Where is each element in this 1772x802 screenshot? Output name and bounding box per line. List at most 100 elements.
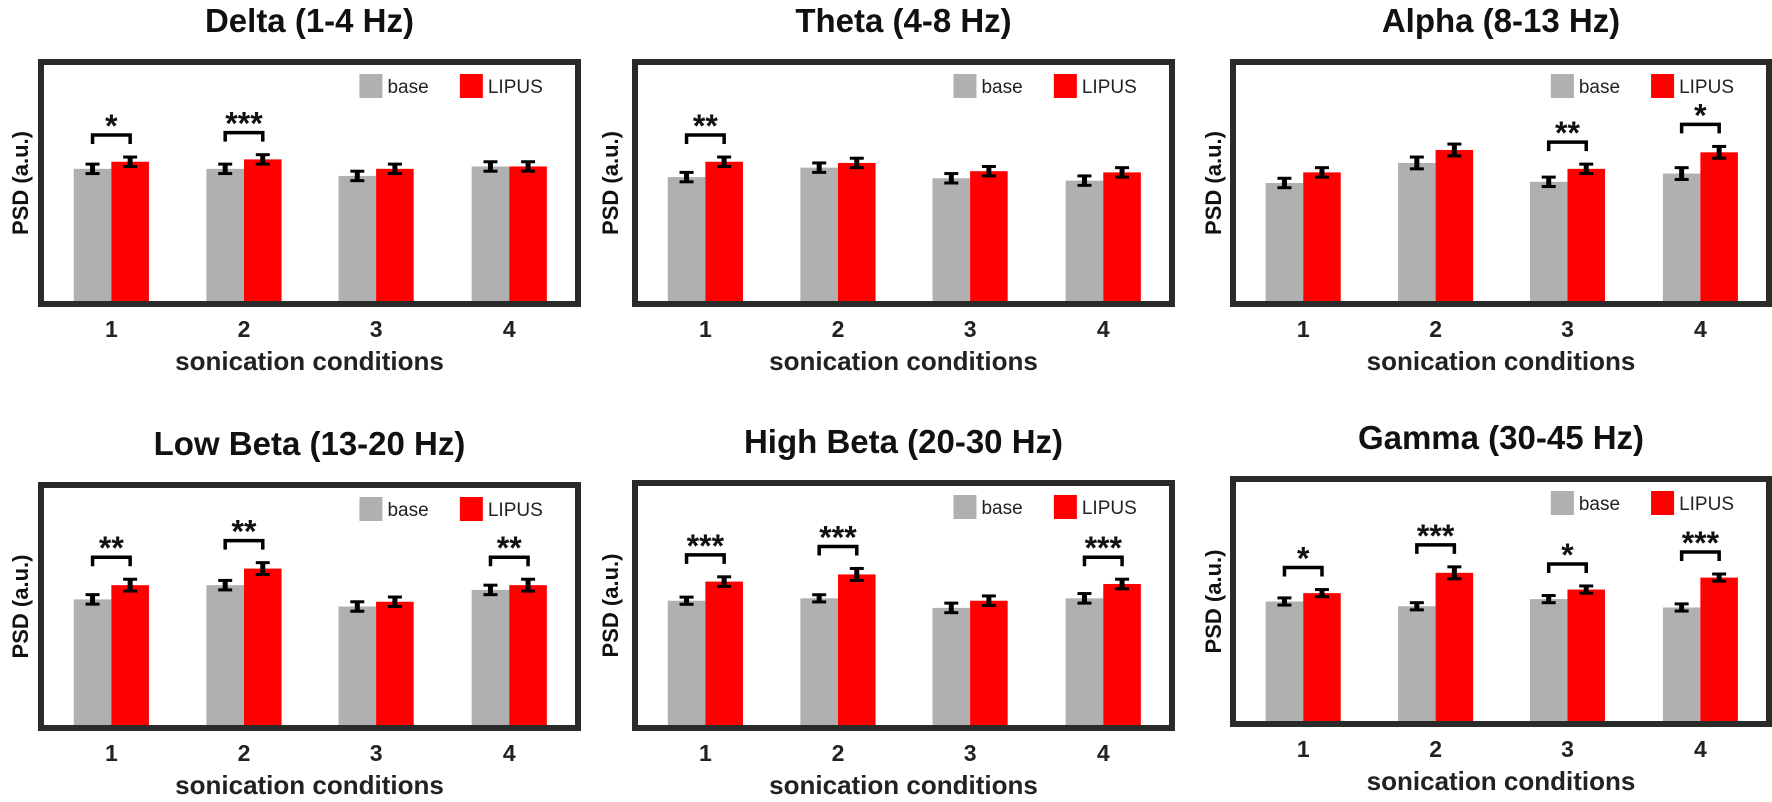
legend-label-base: base xyxy=(1579,77,1620,98)
x-axis-label: sonication conditions xyxy=(1367,346,1636,376)
significance-stars: ** xyxy=(1555,115,1580,151)
bar-base-4 xyxy=(1065,180,1104,301)
significance-stars: *** xyxy=(819,519,857,555)
panel-5: High Beta (20-30 Hz) *** 1 *** 2 3 *** 4 base LIP… xyxy=(598,423,1175,800)
bar-base-4 xyxy=(1662,173,1701,301)
legend-swatch-base xyxy=(359,497,383,521)
x-tick-label: 2 xyxy=(1429,736,1442,762)
legend-label-lipus: LIPUS xyxy=(488,500,543,521)
bar-base-2 xyxy=(800,598,838,725)
y-axis-label: PSD (a.u.) xyxy=(598,131,623,235)
bar-base-4 xyxy=(471,589,510,725)
bar-base-1 xyxy=(667,600,706,725)
x-tick-label: 3 xyxy=(370,316,383,342)
legend-label-base: base xyxy=(981,498,1022,519)
significance-stars: * xyxy=(1561,537,1574,573)
legend-label-lipus: LIPUS xyxy=(488,77,543,98)
bar-base-4 xyxy=(1662,607,1701,721)
x-tick-label: 2 xyxy=(832,740,845,766)
bar-base-1 xyxy=(1265,183,1304,301)
significance-stars: *** xyxy=(225,106,263,142)
bar-lipus-2 xyxy=(837,162,876,301)
significance-bracket xyxy=(1082,555,1124,567)
bar-base-3 xyxy=(1529,181,1568,301)
chart-title: Theta (4-8 Hz) xyxy=(795,2,1011,39)
legend-label-base: base xyxy=(1579,494,1620,515)
bar-base-3 xyxy=(338,175,377,301)
x-tick-label: 1 xyxy=(1297,316,1310,342)
bar-base-2 xyxy=(1398,162,1436,301)
significance-stars: ** xyxy=(99,530,124,566)
chart-title: Gamma (30-45 Hz) xyxy=(1358,419,1644,456)
significance-bracket xyxy=(1546,562,1588,573)
significance-bracket xyxy=(684,133,726,145)
bar-base-1 xyxy=(73,168,112,301)
legend-label-lipus: LIPUS xyxy=(1082,77,1137,98)
legend-swatch-lipus xyxy=(1053,74,1077,98)
bar-lipus-3 xyxy=(376,601,414,725)
significance-bracket xyxy=(223,130,265,142)
legend-swatch-base xyxy=(359,74,383,98)
x-tick-label: 3 xyxy=(1561,736,1574,762)
bar-lipus-4 xyxy=(509,166,547,301)
y-axis-label: PSD (a.u.) xyxy=(8,131,33,235)
bar-lipus-4 xyxy=(1103,172,1141,301)
chart-title: Alpha (8-13 Hz) xyxy=(1382,2,1620,39)
y-axis-label: PSD (a.u.) xyxy=(598,554,623,658)
x-axis-label: sonication conditions xyxy=(1367,766,1636,796)
significance-bracket xyxy=(488,555,530,567)
bar-lipus-4 xyxy=(509,585,547,725)
bar-base-2 xyxy=(206,168,244,301)
panel-1: Delta (1-4 Hz) * 1 *** 2 3 4 base LIPUS sonicatio… xyxy=(8,2,581,376)
x-axis-label: sonication conditions xyxy=(769,770,1038,800)
x-tick-label: 3 xyxy=(964,316,977,342)
legend-swatch-lipus xyxy=(1651,491,1675,515)
x-tick-label: 2 xyxy=(238,740,251,766)
bar-lipus-2 xyxy=(1435,149,1474,301)
x-tick-label: 3 xyxy=(1561,316,1574,342)
significance-stars: * xyxy=(105,108,118,144)
significance-bracket xyxy=(1415,543,1457,554)
x-axis-label: sonication conditions xyxy=(769,346,1038,376)
significance-bracket xyxy=(1679,122,1721,134)
significance-stars: * xyxy=(1297,541,1310,577)
bar-lipus-1 xyxy=(1303,172,1341,301)
panel-6: Gamma (30-45 Hz) * 1 *** 2 * 3 *** 4 base LIPUS son… xyxy=(1201,419,1772,796)
bar-base-4 xyxy=(1065,598,1104,725)
x-tick-label: 3 xyxy=(370,740,383,766)
y-axis-label: PSD (a.u.) xyxy=(1201,131,1226,235)
legend-swatch-lipus xyxy=(459,497,483,521)
x-tick-label: 1 xyxy=(699,740,712,766)
bar-lipus-3 xyxy=(970,600,1008,725)
bar-lipus-1 xyxy=(705,581,743,725)
bar-base-2 xyxy=(800,167,838,301)
significance-stars: ** xyxy=(232,514,257,550)
bar-lipus-4 xyxy=(1700,577,1738,721)
bar-base-3 xyxy=(932,607,971,725)
x-tick-label: 4 xyxy=(1097,316,1110,342)
significance-bracket xyxy=(684,553,726,564)
x-tick-label: 4 xyxy=(503,740,516,766)
bar-lipus-4 xyxy=(1700,152,1738,301)
bar-base-4 xyxy=(471,166,510,301)
bar-base-1 xyxy=(667,177,706,301)
bar-base-3 xyxy=(932,178,971,301)
bar-lipus-3 xyxy=(1567,168,1605,301)
significance-stars: *** xyxy=(1085,530,1123,566)
significance-bracket xyxy=(1282,565,1324,577)
bar-lipus-4 xyxy=(1103,583,1141,725)
bar-base-2 xyxy=(206,585,244,725)
significance-stars: ** xyxy=(497,530,522,566)
bar-lipus-2 xyxy=(243,568,282,725)
legend-swatch-base xyxy=(1550,74,1574,98)
significance-stars: *** xyxy=(687,528,725,564)
legend-swatch-base xyxy=(1550,491,1574,515)
legend-label-base: base xyxy=(387,77,428,98)
legend-label-base: base xyxy=(981,77,1022,98)
chart-title: High Beta (20-30 Hz) xyxy=(744,423,1063,460)
y-axis-label: PSD (a.u.) xyxy=(1201,550,1226,654)
x-tick-label: 1 xyxy=(105,316,118,342)
significance-bracket xyxy=(817,544,859,556)
significance-bracket xyxy=(1546,140,1588,152)
